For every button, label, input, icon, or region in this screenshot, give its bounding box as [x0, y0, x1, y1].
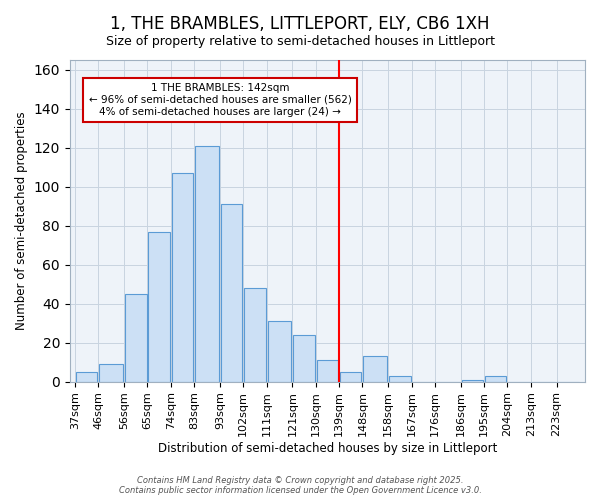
- Text: Contains HM Land Registry data © Crown copyright and database right 2025.
Contai: Contains HM Land Registry data © Crown c…: [119, 476, 481, 495]
- Bar: [485, 376, 506, 382]
- Bar: [172, 173, 193, 382]
- Bar: [76, 372, 97, 382]
- Bar: [268, 322, 292, 382]
- Bar: [293, 335, 315, 382]
- Bar: [195, 146, 219, 382]
- Bar: [389, 376, 410, 382]
- Bar: [221, 204, 242, 382]
- Text: Size of property relative to semi-detached houses in Littleport: Size of property relative to semi-detach…: [106, 35, 494, 48]
- Bar: [125, 294, 146, 382]
- Bar: [148, 232, 170, 382]
- Text: 1 THE BRAMBLES: 142sqm
← 96% of semi-detached houses are smaller (562)
4% of sem: 1 THE BRAMBLES: 142sqm ← 96% of semi-det…: [89, 84, 352, 116]
- Bar: [244, 288, 266, 382]
- Bar: [364, 356, 387, 382]
- X-axis label: Distribution of semi-detached houses by size in Littleport: Distribution of semi-detached houses by …: [158, 442, 497, 455]
- Bar: [317, 360, 338, 382]
- Y-axis label: Number of semi-detached properties: Number of semi-detached properties: [15, 112, 28, 330]
- Text: 1, THE BRAMBLES, LITTLEPORT, ELY, CB6 1XH: 1, THE BRAMBLES, LITTLEPORT, ELY, CB6 1X…: [110, 15, 490, 33]
- Bar: [99, 364, 123, 382]
- Bar: [461, 380, 483, 382]
- Bar: [340, 372, 361, 382]
